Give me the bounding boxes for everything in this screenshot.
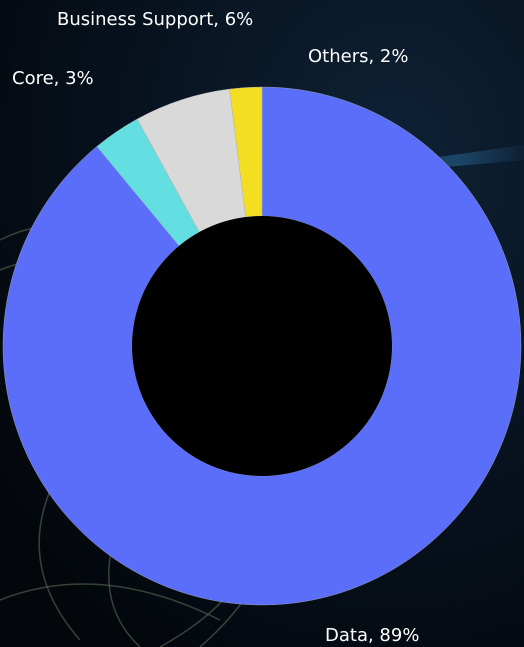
data-label: Others, 2% [308,46,409,67]
data-label: Data, 89% [325,625,419,646]
data-label: Business Support, 6% [57,9,253,30]
data-label: Core, 3% [12,68,94,89]
chart: Data, 89% Core, 3% Business Support, 6% Oth… [0,0,524,647]
donut-hole [132,216,392,476]
